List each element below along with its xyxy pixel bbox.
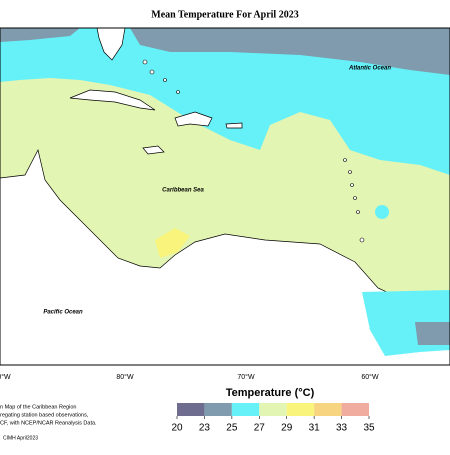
- caption-line: CF, with NCEP/NCAR Reanalysis Data.: [0, 420, 97, 426]
- legend-tick-label: 31: [309, 423, 321, 434]
- legend-tick-label: 20: [171, 423, 183, 434]
- legend-swatch: [204, 403, 232, 416]
- ocean-label: Atlantic Ocean: [348, 66, 391, 72]
- legend-tick-label: 25: [226, 423, 238, 434]
- caption-line: regating station based observations,: [0, 412, 89, 418]
- legend-swatch: [314, 403, 342, 416]
- ocean-label: Pacific Ocean: [43, 310, 83, 316]
- legend-swatch: [231, 403, 260, 416]
- jamaica: [142, 145, 165, 155]
- cyan-spot: [375, 205, 389, 219]
- slate-coast: [415, 322, 450, 345]
- legend-tick-label: 35: [363, 423, 375, 434]
- legend-tick-label: 33: [336, 423, 348, 434]
- title: Mean Temperature For April 2023: [151, 9, 298, 20]
- longitude-labels: 0°W 80°W 70°W 60°W: [0, 373, 379, 381]
- caption: n Map of the Caribbean Region regating st…: [0, 404, 97, 426]
- slate-zone: [0, 28, 450, 75]
- puerto-rico: [225, 122, 243, 129]
- legend-swatch: [286, 403, 315, 416]
- cyan-zone: [0, 28, 450, 175]
- legend-tick-label: 29: [281, 423, 293, 434]
- map-frame: [0, 27, 450, 366]
- sea-label: Caribbean Sea: [162, 188, 204, 194]
- legend-tick-label: 23: [199, 423, 211, 434]
- legend: 20 23 25 27 29 31 33 35: [171, 403, 375, 434]
- islands: [142, 59, 365, 243]
- longitude-label: 80°W: [116, 373, 134, 381]
- caption-line: n Map of the Caribbean Region: [0, 404, 76, 410]
- longitude-label: 60°W: [361, 373, 379, 381]
- legend-title: Temperature (°C): [226, 387, 315, 399]
- legend-swatch: [341, 403, 369, 416]
- cuba: [69, 89, 156, 111]
- hot-spot: [155, 228, 190, 258]
- longitude-label: 0°W: [0, 373, 11, 381]
- legend-swatch: [177, 403, 205, 416]
- credit: CIMH April2023: [3, 435, 38, 441]
- longitude-label: 70°W: [237, 373, 255, 381]
- legend-swatch: [259, 403, 287, 416]
- hispaniola: [174, 111, 213, 127]
- map: Atlantic Ocean Caribbean Sea Pacific Oce…: [0, 27, 450, 366]
- legend-tick-label: 27: [254, 423, 266, 434]
